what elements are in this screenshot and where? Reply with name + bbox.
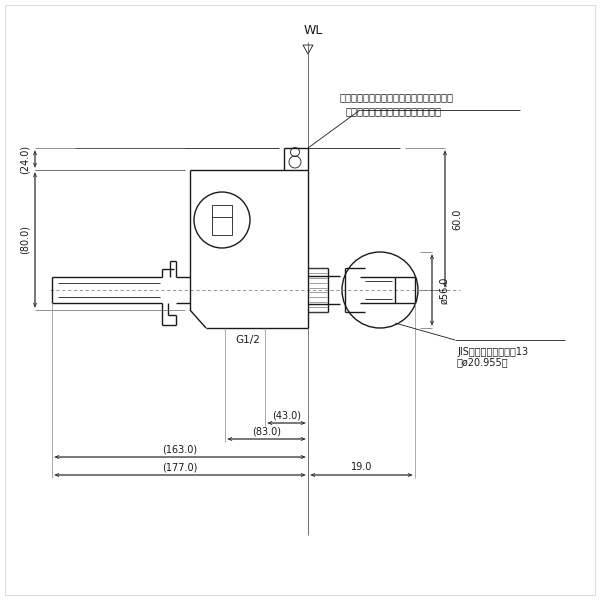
Text: (177.0): (177.0) [163,462,197,472]
Text: 60.0: 60.0 [452,208,462,230]
Text: この部分にシャワーセットを取付けます。: この部分にシャワーセットを取付けます。 [340,92,454,102]
Text: (24.0): (24.0) [20,145,30,173]
Text: (163.0): (163.0) [163,444,197,454]
Text: （シャワーセットは添付図面参照）: （シャワーセットは添付図面参照） [345,106,441,116]
Text: JIS給水栓取付ねじ　13: JIS給水栓取付ねじ 13 [457,347,528,357]
Text: G1/2: G1/2 [235,335,260,345]
Bar [212,205,232,235]
Text: 19.0: 19.0 [351,462,372,472]
Text: (43.0): (43.0) [272,410,301,420]
Text: WL: WL [304,23,323,37]
Text: (80.0): (80.0) [20,226,30,254]
Text: ø56.0: ø56.0 [439,277,449,304]
Text: （ø20.955）: （ø20.955） [457,357,509,367]
Text: (83.0): (83.0) [252,426,281,436]
